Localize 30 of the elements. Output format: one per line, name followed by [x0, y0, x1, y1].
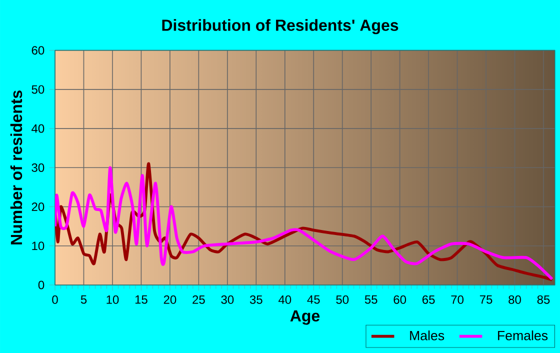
x-tick-label: 45	[307, 295, 320, 304]
x-tick-label: 60	[394, 295, 406, 304]
x-tick-label: 85	[537, 295, 550, 304]
y-tick-label: 10	[32, 242, 44, 250]
x-axis-title: Age	[290, 310, 320, 325]
x-tick-label: 50	[336, 295, 349, 304]
x-tick-label: 0	[52, 295, 58, 304]
x-tick-label: 55	[364, 295, 378, 304]
x-tick-label: 70	[451, 295, 464, 304]
x-tick-label: 80	[508, 295, 521, 304]
x-tick-label: 40	[278, 295, 292, 304]
legend-label: Females	[498, 330, 548, 340]
x-tick-label: 20	[164, 295, 176, 304]
x-tick-label: 75	[480, 295, 492, 304]
y-tick-label: 50	[32, 85, 44, 94]
x-tick-label: 5	[80, 295, 87, 304]
y-tick-label: 20	[32, 202, 44, 212]
x-tick-label: 15	[135, 295, 148, 304]
y-tick-label: 0	[38, 280, 44, 290]
y-tick-label: 30	[32, 163, 44, 172]
x-tick-label: 30	[221, 295, 234, 304]
x-tick-label: 65	[422, 295, 435, 304]
x-tick-label: 25	[192, 295, 205, 304]
legend-label: Males	[410, 330, 444, 340]
x-tick-label: 35	[250, 295, 262, 304]
x-tick-label: 10	[106, 295, 119, 304]
y-tick-label: 40	[32, 124, 44, 133]
y-axis-title: Number of residents	[10, 90, 22, 244]
y-tick-label: 60	[32, 46, 44, 55]
chart-title: Distribution of Residents' Ages	[162, 19, 398, 34]
